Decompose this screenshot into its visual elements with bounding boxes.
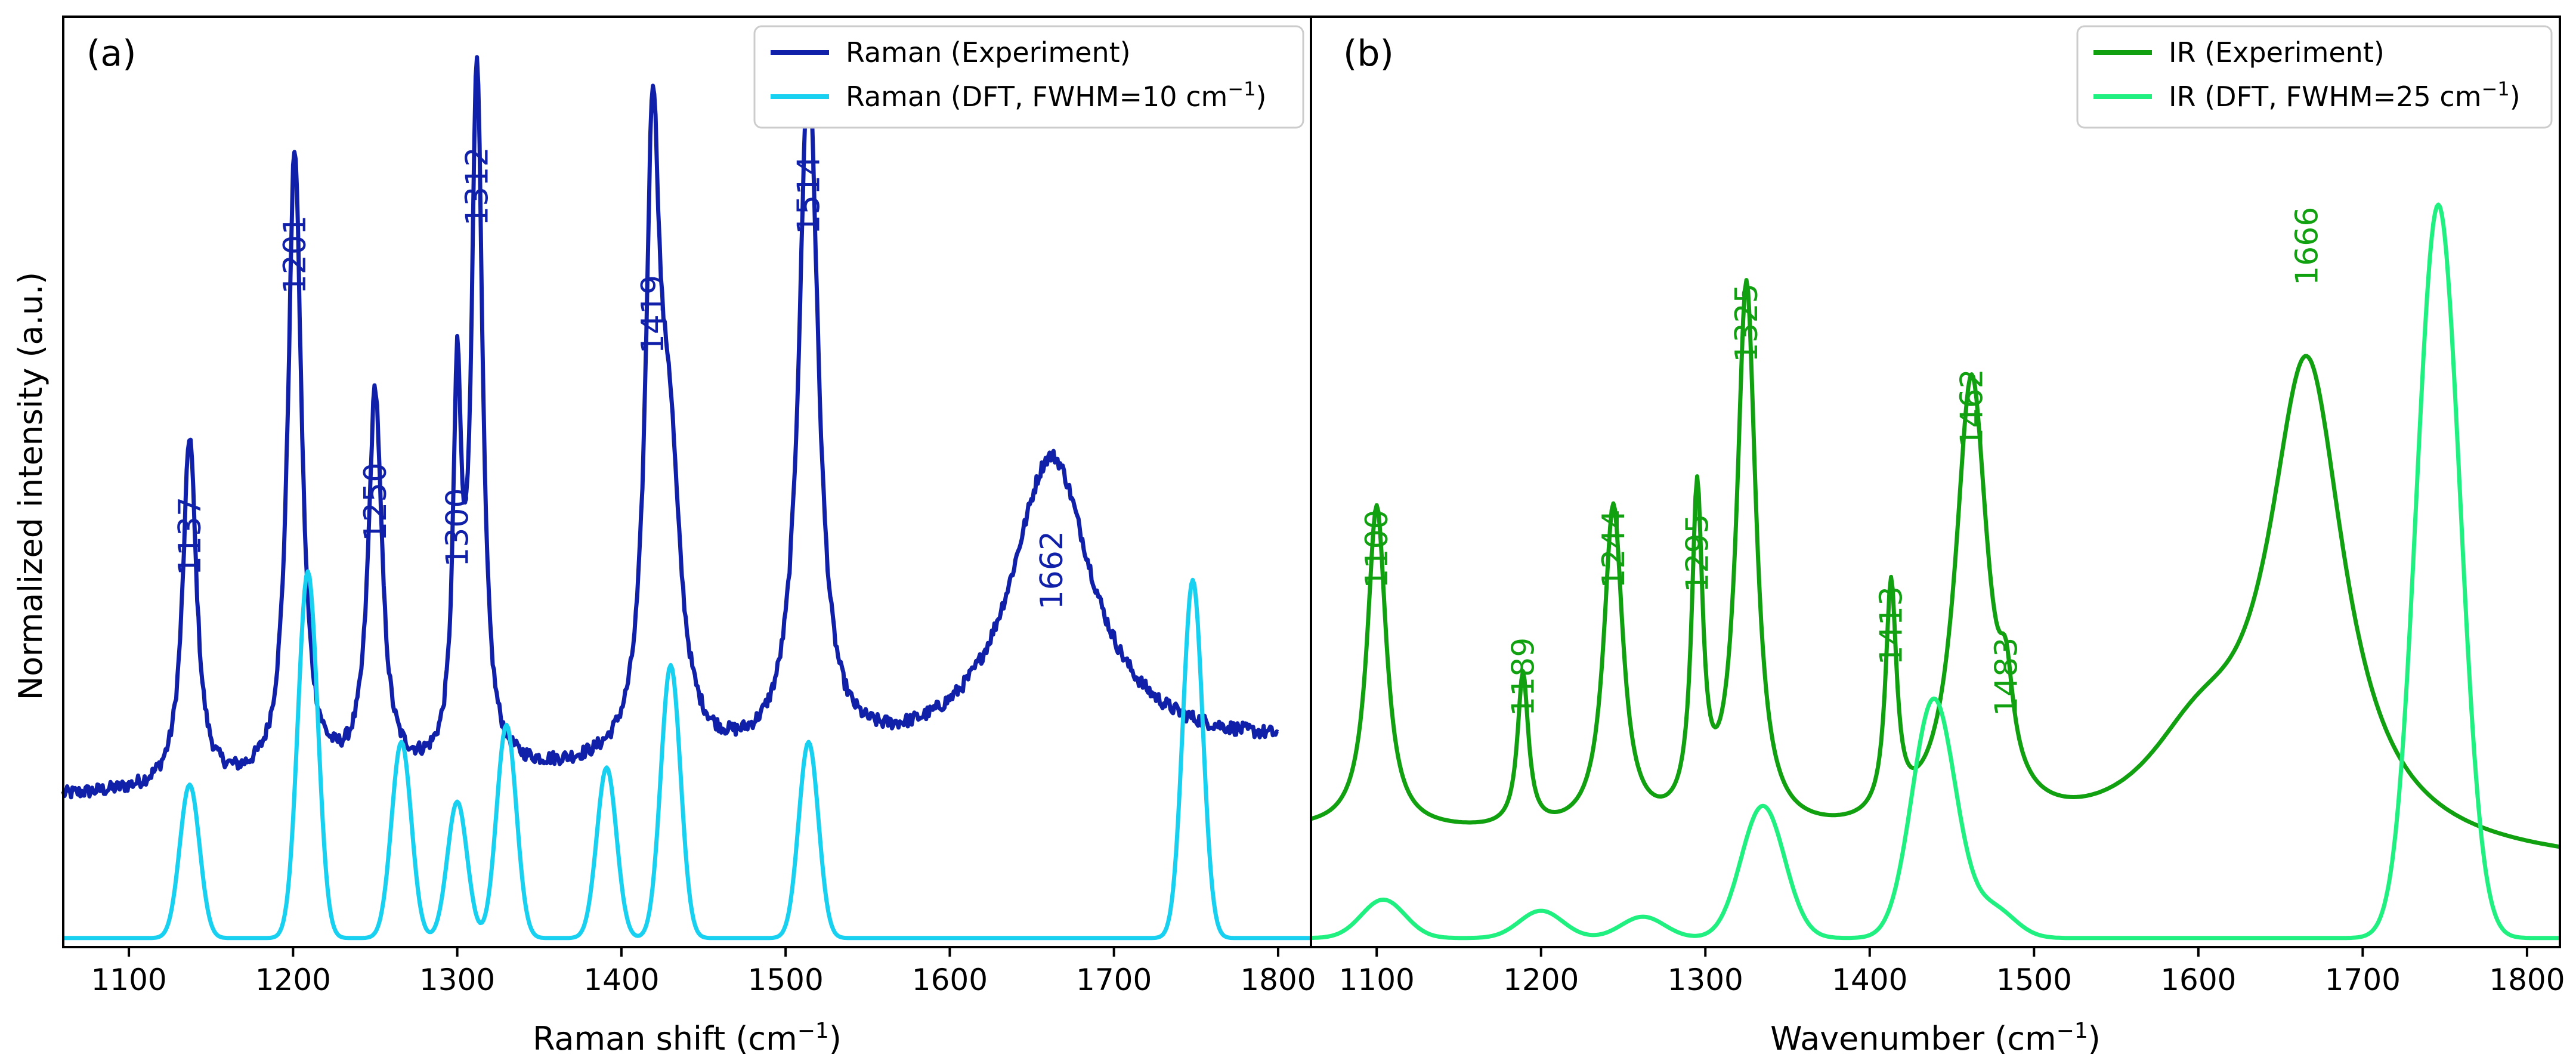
x-tick-label-b-1200: 1200 <box>1503 963 1579 997</box>
panel-b-frame <box>1310 16 2561 948</box>
panel-a-legend-box <box>753 25 1304 129</box>
x-tick-label-b-1800: 1800 <box>2489 963 2565 997</box>
raman-peak-labels: 1137 1201 1250 1300 1312 1419 1514 1662 <box>172 147 1070 610</box>
series-line-a-1 <box>63 569 1312 941</box>
x-tick-label-b-1500: 1500 <box>1996 963 2072 997</box>
peak-label-a-1201: 1201 <box>277 215 313 294</box>
panel-b-legend: IR (Experiment) IR (DFT, FWHM=25 cm−1) <box>2076 25 2553 129</box>
panel-b-legend-box <box>2076 25 2553 129</box>
peak-label-b-1462: 1462 <box>1955 369 1990 447</box>
panel-b-tag: (b) <box>1343 33 1394 75</box>
series-line-a-0 <box>61 55 1279 800</box>
ir-peak-labels: 1100 1189 1244 1295 1325 1413 1462 1483 1666 <box>1359 207 2325 716</box>
x-tick-label-a-1800: 1800 <box>1240 963 1316 997</box>
x-tick-label-a-1600: 1600 <box>912 963 988 997</box>
legend-label-ir-experiment: IR (Experiment) <box>2169 36 2385 69</box>
y-axis-label: Normalized intensity (a.u.) <box>12 272 50 700</box>
x-tick-label-a-1500: 1500 <box>748 963 824 997</box>
panel-b-x-axis-label: Wavenumber (cm−1) <box>1770 1019 2101 1057</box>
peak-label-a-1250: 1250 <box>358 463 394 542</box>
legend-label-raman-dft: Raman (DFT, FWHM=10 cm−1) <box>846 78 1266 113</box>
series-line-b-0 <box>1310 278 2560 849</box>
x-tick-label-a-1100: 1100 <box>91 963 166 997</box>
peak-label-a-1662: 1662 <box>1034 531 1070 610</box>
peak-label-b-1100: 1100 <box>1359 509 1395 588</box>
peak-label-b-1295: 1295 <box>1680 514 1716 592</box>
panel-a-raman: 1137 1201 1250 1300 1312 1419 1514 1662 1100 120… <box>61 16 1316 1057</box>
x-tick-label-b-1400: 1400 <box>1832 963 1907 997</box>
panel-a-legend: Raman (Experiment) Raman (DFT, FWHM=10 c… <box>753 25 1304 129</box>
peak-label-b-1483: 1483 <box>1989 638 2025 716</box>
panel-b-x-ticks: 1100 1200 1300 1400 1500 1600 1700 1800 <box>1339 947 2565 997</box>
x-tick-label-b-1700: 1700 <box>2325 963 2401 997</box>
legend-label-ir-dft: IR (DFT, FWHM=25 cm−1) <box>2169 78 2521 113</box>
x-tick-label-b-1600: 1600 <box>2160 963 2236 997</box>
peak-label-b-1244: 1244 <box>1596 509 1632 588</box>
series-line-b-1 <box>1310 202 2560 941</box>
peak-label-b-1325: 1325 <box>1729 283 1765 362</box>
x-tick-label-a-1700: 1700 <box>1076 963 1152 997</box>
peak-label-a-1514: 1514 <box>791 156 827 234</box>
panel-a-frame <box>62 16 1312 948</box>
peak-label-b-1189: 1189 <box>1505 638 1541 716</box>
x-tick-label-b-1300: 1300 <box>1668 963 1743 997</box>
x-tick-label-a-1200: 1200 <box>255 963 331 997</box>
peak-label-b-1413: 1413 <box>1874 586 1910 665</box>
panel-a-x-axis-label: Raman shift (cm−1) <box>533 1019 842 1057</box>
peak-label-a-1419: 1419 <box>635 275 671 354</box>
peak-label-a-1137: 1137 <box>172 497 208 576</box>
peak-label-a-1312: 1312 <box>460 147 496 225</box>
panel-a-tag: (a) <box>86 33 137 75</box>
panel-a-x-ticks: 1100 1200 1300 1400 1500 1600 1700 1800 <box>91 947 1316 997</box>
x-tick-label-a-1300: 1300 <box>419 963 495 997</box>
peak-label-b-1666: 1666 <box>2290 207 2325 286</box>
x-tick-label-b-1100: 1100 <box>1339 963 1415 997</box>
legend-label-raman-experiment: Raman (Experiment) <box>846 36 1131 69</box>
x-tick-label-a-1400: 1400 <box>583 963 659 997</box>
panel-b-ir: 1100 1189 1244 1295 1325 1413 1462 1483 1666 110… <box>1310 16 2565 1057</box>
peak-label-a-1300: 1300 <box>440 488 476 567</box>
raman-series-group <box>61 55 1312 941</box>
ir-series-group <box>1310 202 2560 941</box>
